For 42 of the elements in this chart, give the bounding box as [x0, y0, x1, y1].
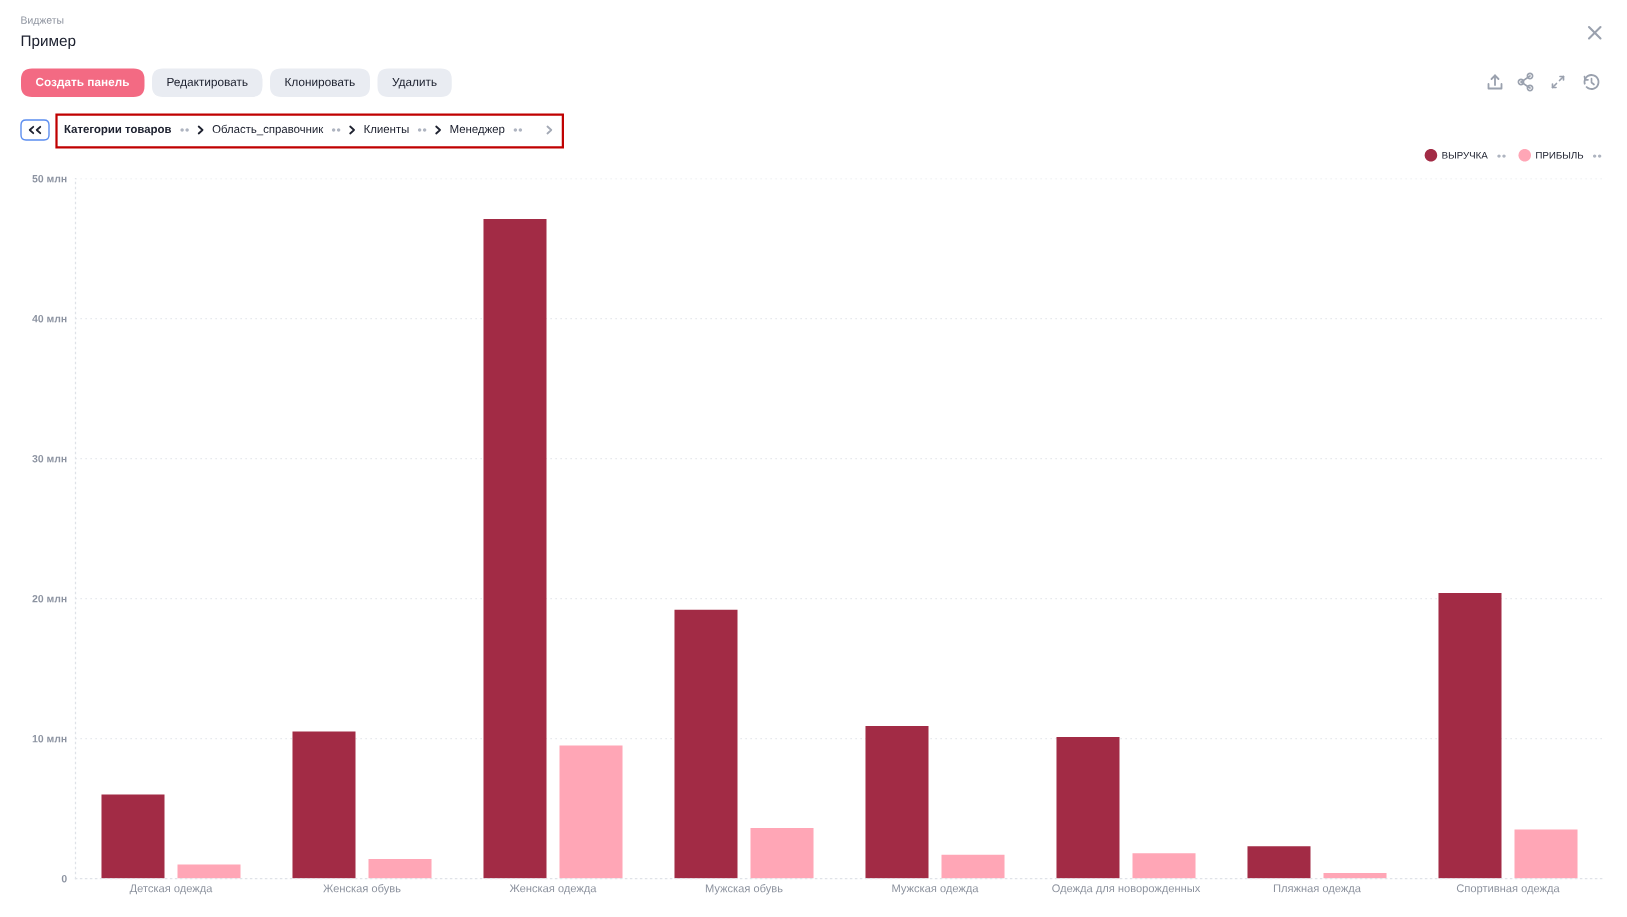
- x-tick-label: Пляжная одежда: [1273, 884, 1361, 895]
- y-tick-label: 30 млн: [32, 455, 67, 463]
- y-tick-label: 40 млн: [32, 315, 67, 323]
- bar: [483, 219, 547, 879]
- bar: [941, 854, 1005, 879]
- bar: [101, 794, 165, 879]
- x-tick-label: Детская одежда: [129, 884, 213, 895]
- text: Клонировать: [285, 77, 355, 89]
- y-tick-label: 0: [61, 875, 67, 883]
- legend-label: ВЫРУЧКА: [1442, 151, 1488, 159]
- chart-title: Пример: [21, 35, 76, 50]
- bar: [1438, 592, 1502, 879]
- bar: [559, 745, 623, 879]
- y-tick-label: 20 млн: [32, 595, 67, 603]
- bar: [865, 725, 929, 879]
- bar: [1056, 737, 1120, 879]
- text: Редактировать: [167, 77, 248, 89]
- bar: [1247, 846, 1311, 879]
- x-tick-label: Мужская одежда: [892, 884, 979, 895]
- chart-subtitle: Виджеты: [21, 16, 64, 26]
- bar: [177, 864, 241, 879]
- bar: [368, 858, 432, 879]
- bar: [750, 828, 814, 879]
- text: Создать панель: [35, 77, 129, 89]
- legend-label: ПРИБЫЛЬ: [1536, 151, 1584, 159]
- y-tick-label: 10 млн: [32, 735, 67, 743]
- bar: [674, 609, 738, 879]
- x-tick-label: Одежда для новорожденных: [1052, 884, 1201, 895]
- text: Категории товаров: [64, 125, 172, 136]
- x-tick-label: Мужская обувь: [705, 884, 783, 895]
- bar: [1323, 872, 1387, 879]
- bar: [1514, 829, 1578, 879]
- bar: [1132, 853, 1196, 879]
- bar: [292, 731, 356, 879]
- text: Менеджер: [450, 125, 505, 136]
- x-tick-label: Спортивная одежда: [1456, 884, 1560, 895]
- text: Область_справочник: [212, 124, 324, 136]
- x-tick-label: Женская обувь: [323, 884, 401, 895]
- x-tick-label: Женская одежда: [509, 884, 597, 895]
- text: Удалить: [392, 77, 437, 89]
- text: Клиенты: [364, 125, 409, 134]
- y-tick-label: 50 млн: [32, 175, 67, 183]
